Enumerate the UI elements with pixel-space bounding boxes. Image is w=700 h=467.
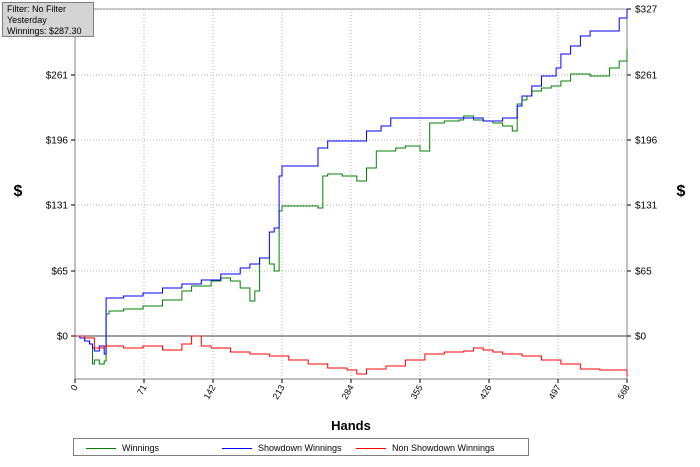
y-axis-label-left: $ [14,183,23,200]
series-line-winnings [75,49,628,365]
y-axis-label-right: $ [677,183,686,200]
plot-area [74,8,628,380]
y-tick-label-right: $65 [635,267,652,278]
legend-swatch-winnings [86,448,116,449]
chart-legend: Winnings Showdown Winnings Non Showdown … [73,438,529,456]
x-tick-label: 71 [135,383,149,397]
y-tick-label-right: $327 [635,5,658,16]
x-tick-label: 213 [271,383,287,401]
y-tick-label-left: $196 [46,136,69,147]
legend-label-winnings: Winnings [122,443,160,453]
y-tick-label-left: $131 [46,201,69,212]
x-tick-label: 142 [202,383,218,401]
y-tick-label-left: $0 [57,332,69,343]
filter-text: Filter: No Filter [7,4,67,14]
y-tick-label-right: $196 [635,136,658,147]
period-text: Yesterday [7,15,47,25]
series-line-showdown-winnings [75,9,628,355]
legend-label-showdown: Showdown Winnings [258,443,342,453]
y-tick-label-left: $65 [51,267,68,278]
filter-info-box: Filter: No Filter Yesterday Winnings: $2… [2,2,94,37]
series-line-non-showdown-winnings [75,335,628,376]
legend-swatch-showdown [222,448,252,449]
legend-label-non-showdown: Non Showdown Winnings [392,443,495,453]
legend-swatch-non-showdown [356,448,386,449]
winnings-text: Winnings: $287.30 [7,26,82,36]
x-tick-label: 497 [547,383,563,401]
x-tick-label: 568 [616,383,632,401]
y-tick-label-right: $131 [635,201,658,212]
y-tick-label-right: $0 [635,332,647,343]
y-tick-label-right: $261 [635,71,658,82]
x-tick-label: 284 [340,383,356,401]
series-lines [75,9,628,376]
x-tick-label: 355 [409,383,425,401]
x-axis-label: Hands [331,418,371,433]
x-tick-label: 0 [69,383,80,392]
y-tick-label-left: $261 [46,71,69,82]
gridlines [75,8,627,379]
x-tick-label: 426 [478,383,494,401]
